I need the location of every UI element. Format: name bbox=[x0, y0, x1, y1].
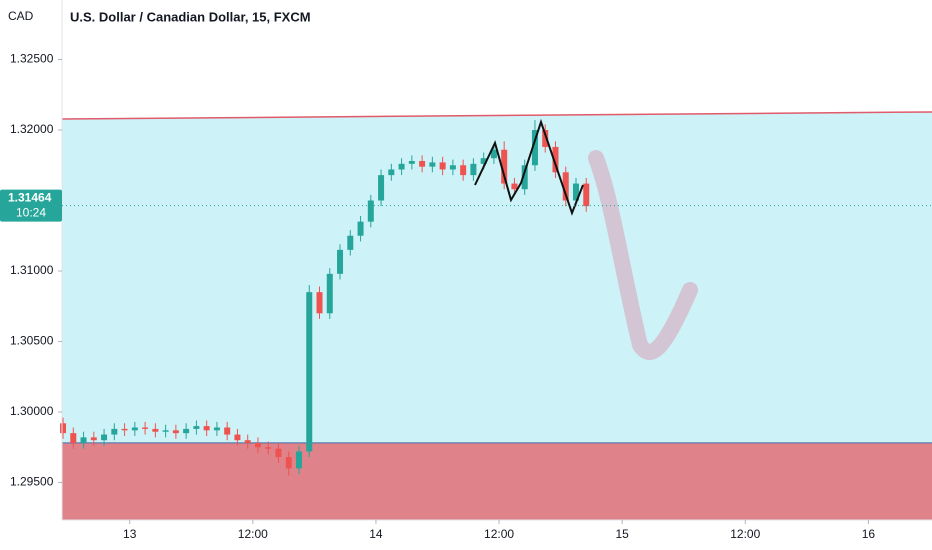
candle-body bbox=[70, 433, 77, 444]
y-tick-label: 1.31000 bbox=[10, 263, 54, 277]
price-badge bbox=[0, 189, 62, 222]
candle-body bbox=[429, 162, 436, 167]
candle-body bbox=[101, 434, 108, 441]
candle-body bbox=[131, 427, 138, 431]
candle-body bbox=[521, 165, 528, 190]
x-tick-label: 12:00 bbox=[238, 527, 268, 541]
candle-body bbox=[480, 158, 487, 164]
candle-body bbox=[347, 235, 354, 250]
candle-body bbox=[142, 427, 149, 429]
candle-body bbox=[501, 149, 508, 184]
x-tick-label: 16 bbox=[862, 527, 876, 541]
candle-body bbox=[408, 161, 415, 164]
x-tick-label: 15 bbox=[615, 527, 629, 541]
candle-body bbox=[490, 149, 497, 159]
candle-body bbox=[552, 146, 559, 173]
price-badge-label: 1.31464 bbox=[8, 191, 52, 205]
x-tick-label: 14 bbox=[369, 527, 383, 541]
candle-body bbox=[542, 130, 549, 147]
candle-body bbox=[460, 165, 467, 176]
candle-body bbox=[337, 249, 344, 274]
candle-body bbox=[265, 447, 272, 449]
candle-body bbox=[357, 221, 364, 236]
candle-body bbox=[162, 430, 169, 432]
candle-body bbox=[439, 162, 446, 170]
arrow-drawing bbox=[588, 150, 698, 360]
currency-label: CAD bbox=[8, 9, 34, 23]
candle-body bbox=[121, 428, 128, 431]
candle-body bbox=[244, 440, 251, 444]
sell-zone bbox=[62, 442, 932, 520]
candle-body bbox=[224, 427, 231, 435]
candle-body bbox=[511, 183, 518, 190]
candle-body bbox=[306, 292, 313, 452]
candle-body bbox=[583, 183, 590, 207]
candle-body bbox=[90, 437, 97, 441]
candle-body bbox=[172, 430, 179, 434]
candle-body bbox=[285, 457, 292, 469]
candle-body bbox=[398, 163, 405, 170]
y-tick-label: 1.30000 bbox=[10, 404, 54, 418]
y-tick-label: 1.32500 bbox=[10, 52, 54, 66]
candle-body bbox=[378, 175, 385, 201]
resistance-line bbox=[61, 111, 932, 120]
candle-body bbox=[316, 292, 323, 314]
buy-zone bbox=[62, 111, 932, 443]
chart-title: U.S. Dollar / Canadian Dollar, 15, FXCM bbox=[70, 9, 311, 24]
x-tick-label: 12:00 bbox=[484, 527, 514, 541]
candle-body bbox=[326, 273, 333, 314]
candle-body bbox=[562, 172, 569, 201]
x-tick-label: 13 bbox=[123, 527, 137, 541]
candle-body bbox=[213, 427, 220, 431]
candle-body bbox=[470, 163, 477, 176]
candle-body bbox=[152, 428, 159, 432]
candle-body bbox=[388, 169, 395, 176]
candle-body bbox=[572, 183, 579, 201]
candle-body bbox=[60, 423, 67, 434]
candle-body bbox=[295, 451, 302, 469]
candle-body bbox=[80, 437, 87, 444]
y-tick-label: 1.29500 bbox=[10, 475, 54, 489]
y-tick-label: 1.30500 bbox=[10, 334, 54, 348]
candle-body bbox=[367, 200, 374, 222]
y-tick-label: 1.32000 bbox=[10, 122, 54, 136]
candle-body bbox=[234, 434, 241, 441]
countdown-label: 10:24 bbox=[16, 206, 46, 220]
candle-body bbox=[183, 428, 190, 434]
candle-body bbox=[419, 161, 426, 167]
zigzag-drawing bbox=[474, 118, 584, 216]
candle-body bbox=[275, 448, 282, 458]
candle-body bbox=[203, 426, 210, 431]
candle-body bbox=[193, 426, 200, 429]
candle-body bbox=[254, 443, 261, 448]
candle-body bbox=[531, 130, 538, 166]
candle-body bbox=[111, 428, 118, 435]
candle-body bbox=[449, 165, 456, 170]
x-tick-label: 12:00 bbox=[730, 527, 760, 541]
